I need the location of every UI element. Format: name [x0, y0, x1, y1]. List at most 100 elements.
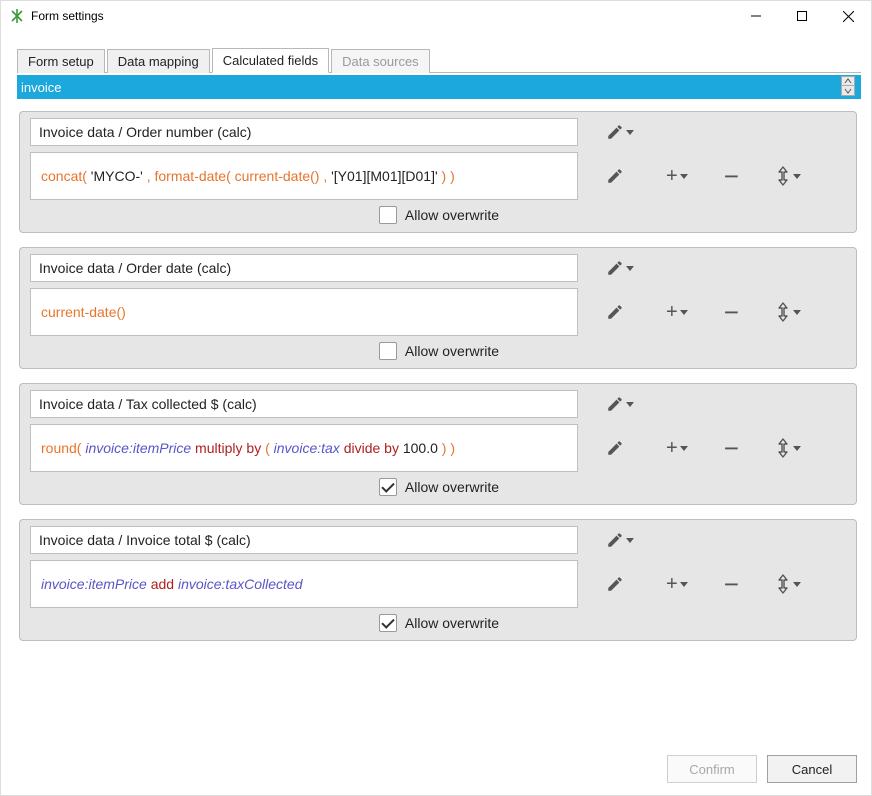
chevron-down-icon — [626, 130, 634, 135]
remove-field-button[interactable]: − — [720, 431, 743, 465]
chevron-down-icon — [680, 174, 688, 179]
edit-expression-button[interactable] — [602, 299, 628, 325]
form-selector[interactable]: invoice — [17, 75, 861, 99]
edit-field-name-button[interactable] — [602, 527, 638, 553]
expression-box[interactable]: concat( 'MYCO-' , format-date( current-d… — [30, 152, 578, 200]
expression-box[interactable]: current-date() — [30, 288, 578, 336]
plus-icon: + — [666, 166, 678, 186]
form-selector-spinner[interactable] — [841, 76, 855, 98]
calc-field-card: Invoice data / Order number (calc) concat… — [19, 111, 857, 233]
expression-box[interactable]: round( invoice:itemPrice multiply by ( i… — [30, 424, 578, 472]
remove-field-button[interactable]: − — [720, 295, 743, 329]
updown-icon — [775, 574, 791, 594]
expression-token: ) — [446, 440, 455, 456]
allow-overwrite-checkbox[interactable] — [379, 478, 397, 496]
spinner-up-icon[interactable] — [841, 76, 855, 86]
chevron-down-icon — [793, 310, 801, 315]
add-field-button[interactable]: + — [662, 162, 692, 190]
edit-expression-button[interactable] — [602, 571, 628, 597]
expression-token: 100.0 — [399, 440, 438, 456]
expression-box[interactable]: invoice:itemPrice add invoice:taxCollect… — [30, 560, 578, 608]
expression-token: invoice:itemPrice — [41, 576, 147, 592]
expression-token: multiply by — [191, 440, 261, 456]
titlebar: Form settings — [1, 1, 871, 31]
expression-token: round( — [41, 440, 81, 456]
field-name-input[interactable]: Invoice data / Tax collected $ (calc) — [30, 390, 578, 418]
allow-overwrite-label: Allow overwrite — [405, 615, 499, 631]
minus-icon: − — [724, 571, 739, 597]
allow-overwrite-checkbox[interactable] — [379, 206, 397, 224]
chevron-down-icon — [793, 446, 801, 451]
form-selector-value: invoice — [21, 80, 841, 95]
chevron-down-icon — [793, 582, 801, 587]
fields-scroll-area[interactable]: Invoice data / Order number (calc) concat… — [17, 99, 861, 743]
reorder-field-button[interactable] — [771, 434, 805, 462]
edit-expression-button[interactable] — [602, 435, 628, 461]
field-name-input[interactable]: Invoice data / Order date (calc) — [30, 254, 578, 282]
add-field-button[interactable]: + — [662, 570, 692, 598]
minus-icon: − — [724, 163, 739, 189]
expression-token: invoice:taxCollected — [174, 576, 302, 592]
tab-form-setup[interactable]: Form setup — [17, 49, 105, 73]
add-field-button[interactable]: + — [662, 298, 692, 326]
expression-token: divide by — [340, 440, 399, 456]
confirm-button: Confirm — [667, 755, 757, 783]
edit-expression-button[interactable] — [602, 163, 628, 189]
calc-field-card: Invoice data / Order date (calc) current-… — [19, 247, 857, 369]
expression-token: format-date( — [151, 168, 231, 184]
edit-field-name-button[interactable] — [602, 391, 638, 417]
chevron-down-icon — [680, 446, 688, 451]
maximize-button[interactable] — [779, 1, 825, 31]
chevron-down-icon — [680, 310, 688, 315]
calc-field-card: Invoice data / Tax collected $ (calc) rou… — [19, 383, 857, 505]
dialog-footer: Confirm Cancel — [1, 743, 871, 795]
allow-overwrite-label: Allow overwrite — [405, 207, 499, 223]
remove-field-button[interactable]: − — [720, 159, 743, 193]
add-field-button[interactable]: + — [662, 434, 692, 462]
expression-token: '[Y01][M01][D01]' — [327, 168, 441, 184]
content-area: Form setup Data mapping Calculated field… — [1, 31, 871, 743]
allow-overwrite-checkbox[interactable] — [379, 614, 397, 632]
tab-calculated-fields[interactable]: Calculated fields — [212, 48, 329, 73]
field-name-input[interactable]: Invoice data / Invoice total $ (calc) — [30, 526, 578, 554]
minus-icon: − — [724, 435, 739, 461]
plus-icon: + — [666, 438, 678, 458]
edit-field-name-button[interactable] — [602, 119, 638, 145]
expression-token: invoice:itemPrice — [81, 440, 191, 456]
minus-icon: − — [724, 299, 739, 325]
calc-field-card: Invoice data / Invoice total $ (calc) inv… — [19, 519, 857, 641]
minimize-button[interactable] — [733, 1, 779, 31]
plus-icon: + — [666, 302, 678, 322]
form-settings-window: Form settings Form setup Data mapping Ca… — [0, 0, 872, 796]
chevron-down-icon — [626, 538, 634, 543]
updown-icon — [775, 166, 791, 186]
expression-token: concat( — [41, 168, 87, 184]
expression-token: ) — [446, 168, 455, 184]
app-icon — [9, 8, 25, 24]
reorder-field-button[interactable] — [771, 570, 805, 598]
expression-token: ( — [261, 440, 270, 456]
chevron-down-icon — [626, 402, 634, 407]
expression-token: 'MYCO-' — [87, 168, 147, 184]
reorder-field-button[interactable] — [771, 298, 805, 326]
tabstrip: Form setup Data mapping Calculated field… — [17, 47, 861, 73]
tab-data-mapping[interactable]: Data mapping — [107, 49, 210, 73]
spinner-down-icon[interactable] — [841, 86, 855, 96]
allow-overwrite-label: Allow overwrite — [405, 479, 499, 495]
plus-icon: + — [666, 574, 678, 594]
updown-icon — [775, 302, 791, 322]
reorder-field-button[interactable] — [771, 162, 805, 190]
field-name-input[interactable]: Invoice data / Order number (calc) — [30, 118, 578, 146]
chevron-down-icon — [680, 582, 688, 587]
tab-data-sources: Data sources — [331, 49, 430, 73]
window-title: Form settings — [31, 9, 733, 23]
updown-icon — [775, 438, 791, 458]
allow-overwrite-checkbox[interactable] — [379, 342, 397, 360]
cancel-button[interactable]: Cancel — [767, 755, 857, 783]
expression-token: current-date() — [231, 168, 320, 184]
remove-field-button[interactable]: − — [720, 567, 743, 601]
close-button[interactable] — [825, 1, 871, 31]
edit-field-name-button[interactable] — [602, 255, 638, 281]
chevron-down-icon — [793, 174, 801, 179]
expression-token: current-date() — [41, 304, 126, 320]
